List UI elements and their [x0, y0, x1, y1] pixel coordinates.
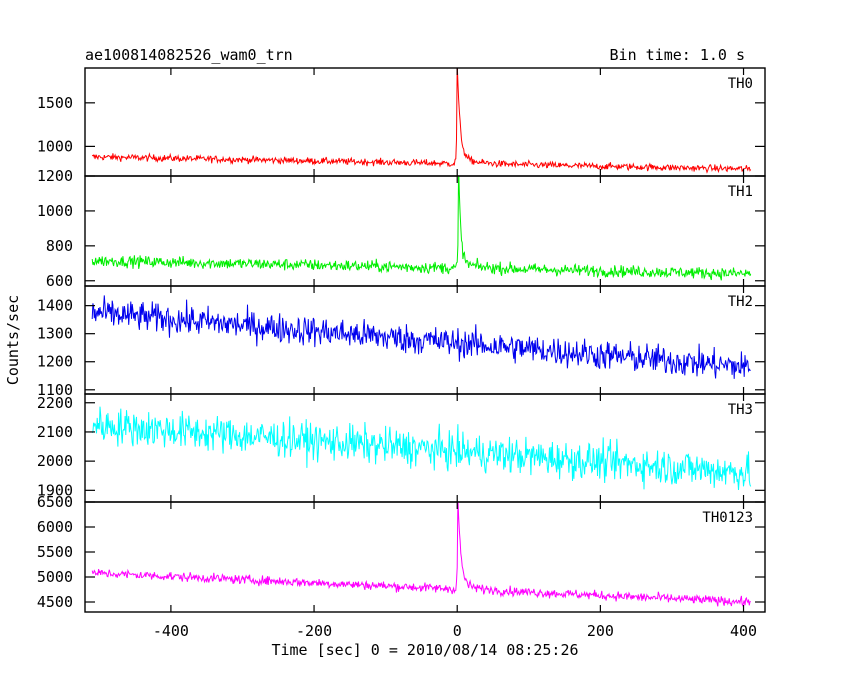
chart-title: ae100814082526_wam0_trn [85, 46, 293, 64]
panel-frame [84, 67, 766, 177]
y-tick-label: 2000 [37, 452, 73, 470]
y-tick-label: 5000 [37, 568, 73, 586]
series-line-th0 [91, 68, 752, 174]
panel-label: TH0 [728, 76, 753, 92]
panel-label: TH2 [728, 294, 753, 310]
panel-th0: 1000 1500 TH0 [37, 67, 766, 177]
y-tick-label: 1500 [37, 94, 73, 112]
y-tick-label: 4500 [37, 593, 73, 611]
x-axis: -400 -200 0 200 400 [153, 622, 757, 640]
panel-frame [84, 501, 766, 613]
panels-group: 1000 1500 TH0 600 800 1000 1200 TH1 1100 1200 1300… [37, 67, 766, 613]
panel-th3: 1900 2000 2100 2200 TH3 [37, 393, 766, 503]
x-tick-label: 0 [453, 622, 462, 640]
series-line-th3 [91, 406, 752, 491]
x-axis-label: Time [sec] 0 = 2010/08/14 08:25:26 [271, 641, 578, 659]
y-tick-label: 5500 [37, 543, 73, 561]
y-tick-label: 1900 [37, 481, 73, 499]
x-tick-label: 400 [730, 622, 757, 640]
y-tick-label: 6500 [37, 493, 73, 511]
y-tick-label: 800 [46, 237, 73, 255]
series-line-th0123 [91, 502, 751, 607]
x-tick-label: 200 [587, 622, 614, 640]
y-tick-label: 2100 [37, 423, 73, 441]
panel-label: TH1 [728, 184, 753, 200]
panel-th1: 600 800 1000 1200 TH1 [37, 167, 766, 290]
y-tick-label: 600 [46, 272, 73, 290]
panel-th0123: 4500 5000 5500 6000 6500 TH0123 [37, 493, 766, 613]
y-tick-label: 1300 [37, 325, 73, 343]
y-tick-label: 1000 [37, 137, 73, 155]
y-tick-label: 2200 [37, 394, 73, 412]
series-line-th1 [91, 176, 752, 281]
y-tick-label: 1200 [37, 167, 73, 185]
panel-th2: 1100 1200 1300 1400 TH2 [37, 285, 766, 399]
series-line-th2 [91, 295, 751, 379]
x-tick-label: -400 [153, 622, 189, 640]
y-tick-label: 1400 [37, 297, 73, 315]
y-tick-label: 1000 [37, 202, 73, 220]
panel-label: TH3 [728, 402, 753, 418]
y-axis-label: Counts/sec [4, 295, 22, 385]
panel-label: TH0123 [702, 510, 753, 526]
y-tick-label: 1200 [37, 353, 73, 371]
bin-time-label: Bin time: 1.0 s [610, 46, 745, 64]
x-tick-label: -200 [296, 622, 332, 640]
y-tick-label: 6000 [37, 518, 73, 536]
y-tick-label: 1100 [37, 381, 73, 399]
